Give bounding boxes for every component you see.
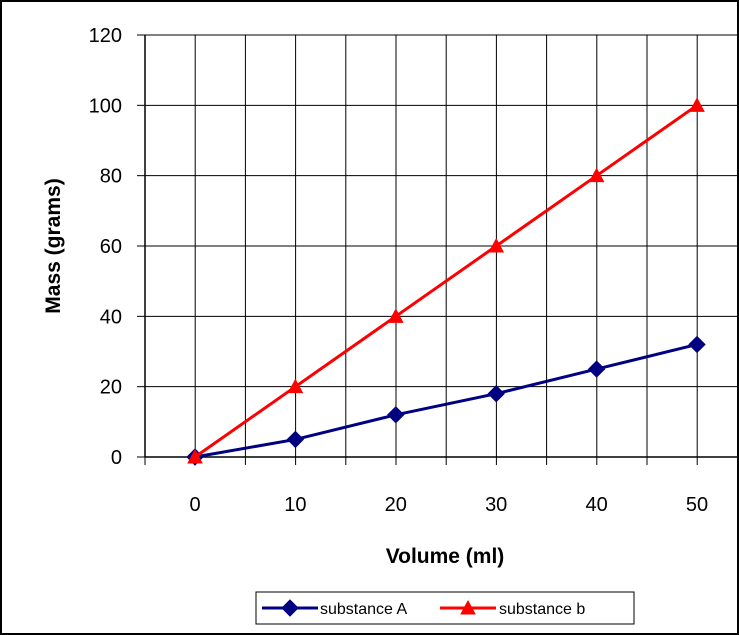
series-1 <box>187 97 705 464</box>
x-axis-title: Volume (ml) <box>386 545 505 568</box>
triangle-marker <box>287 378 304 394</box>
legend-item: substance A <box>262 599 408 618</box>
triangle-marker <box>689 97 705 112</box>
y-tick-label: 60 <box>100 236 122 258</box>
legend-items: substance A substance b <box>262 599 585 618</box>
y-tick-label: 100 <box>89 95 122 117</box>
axes <box>137 34 737 465</box>
x-tick-label: 20 <box>385 494 407 516</box>
y-tick-label: 80 <box>100 166 122 188</box>
y-tick-label: 0 <box>111 447 122 469</box>
triangle-marker <box>387 308 404 323</box>
diamond-marker <box>387 406 405 424</box>
x-tick-label: 50 <box>686 494 708 516</box>
legend-label: substance A <box>320 601 408 618</box>
diamond-marker <box>688 335 706 354</box>
diamond-marker <box>286 430 305 449</box>
y-tick-label: 20 <box>100 377 122 399</box>
triangle-marker <box>488 237 505 253</box>
series-line <box>194 104 698 459</box>
tick-labels: 0 20 40 60 80 100 120 0 10 20 30 40 50 <box>89 25 709 516</box>
y-tick-label: 40 <box>100 306 122 328</box>
x-tick-label: 0 <box>189 494 200 516</box>
legend-marker <box>460 599 476 615</box>
y-tick-label: 120 <box>89 25 122 47</box>
series-layer <box>186 97 706 466</box>
legend-item: substance b <box>440 599 585 618</box>
series-line <box>194 343 698 459</box>
legend-marker <box>281 599 299 617</box>
triangle-marker <box>187 448 203 464</box>
x-tick-label: 30 <box>485 494 507 516</box>
legend: substance A substance b <box>255 591 635 625</box>
y-axis-title: Mass (grams) <box>42 178 65 313</box>
triangle-marker <box>588 167 605 183</box>
x-tick-label: 10 <box>284 494 306 516</box>
diamond-marker <box>587 360 606 378</box>
x-tick-label: 40 <box>585 494 607 516</box>
legend-label: substance b <box>499 601 585 618</box>
diamond-marker <box>487 384 505 403</box>
